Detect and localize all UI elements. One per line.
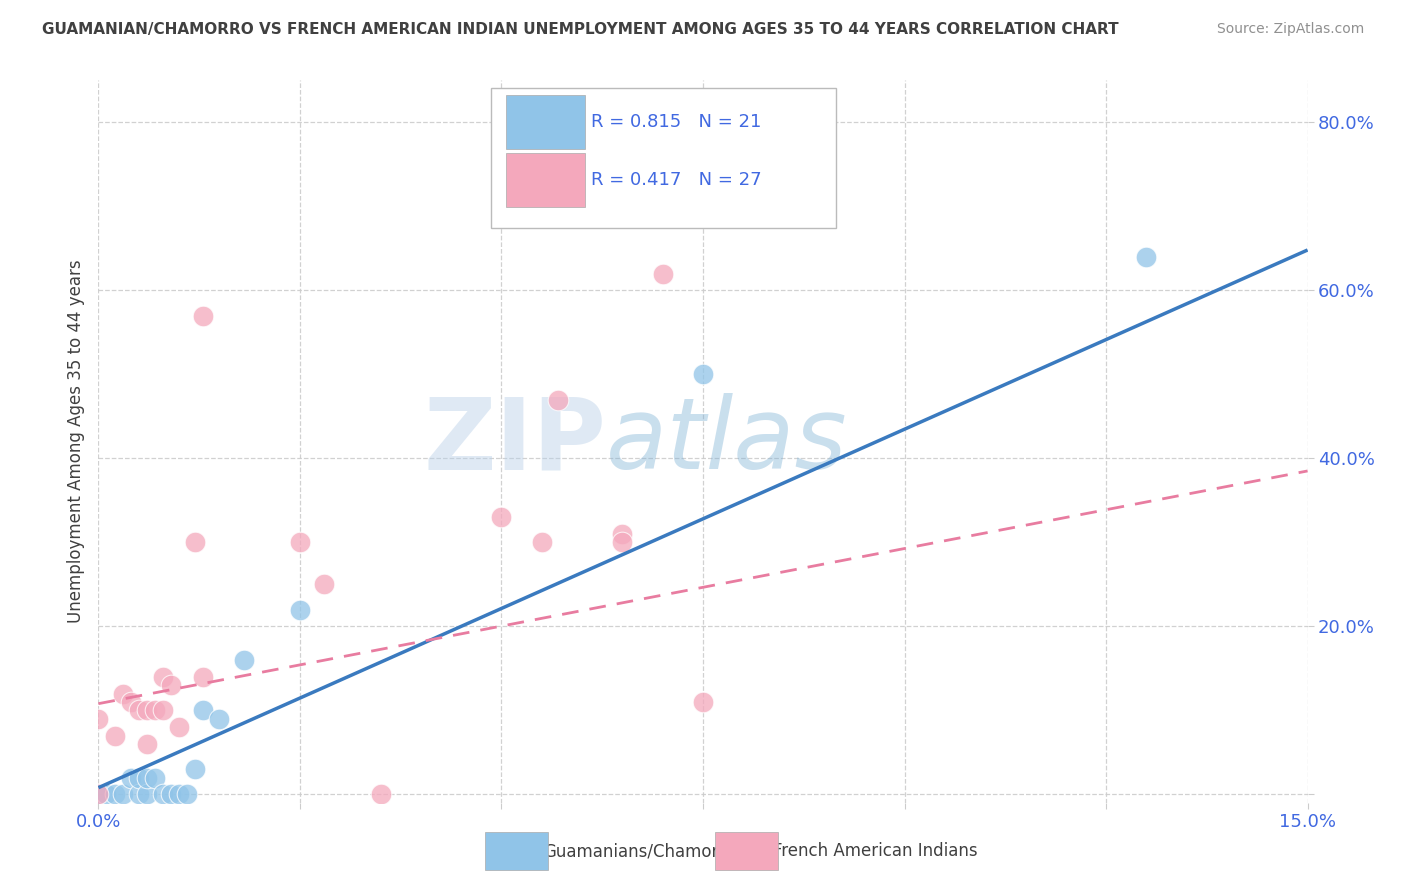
Point <box>160 788 183 802</box>
Point <box>128 788 150 802</box>
Point <box>135 771 157 785</box>
Point <box>152 788 174 802</box>
Point <box>87 788 110 802</box>
Point <box>612 527 634 541</box>
Point <box>111 687 134 701</box>
Point <box>692 368 714 382</box>
Text: R = 0.815   N = 21: R = 0.815 N = 21 <box>591 112 761 131</box>
FancyBboxPatch shape <box>492 87 837 228</box>
Point <box>1135 250 1157 264</box>
Point <box>232 653 254 667</box>
Point <box>135 788 157 802</box>
Text: atlas: atlas <box>606 393 848 490</box>
Point <box>530 535 553 549</box>
Point <box>370 788 392 802</box>
Text: Guamanians/Chamorros: Guamanians/Chamorros <box>543 842 744 860</box>
Text: Source: ZipAtlas.com: Source: ZipAtlas.com <box>1216 22 1364 37</box>
Point <box>692 695 714 709</box>
FancyBboxPatch shape <box>506 153 585 207</box>
Point <box>103 729 125 743</box>
Point <box>160 678 183 692</box>
Point <box>184 535 207 549</box>
Point <box>87 788 110 802</box>
Point <box>193 703 215 717</box>
Text: GUAMANIAN/CHAMORRO VS FRENCH AMERICAN INDIAN UNEMPLOYMENT AMONG AGES 35 TO 44 YE: GUAMANIAN/CHAMORRO VS FRENCH AMERICAN IN… <box>42 22 1119 37</box>
Text: ZIP: ZIP <box>423 393 606 490</box>
Point <box>167 788 190 802</box>
Point <box>111 788 134 802</box>
FancyBboxPatch shape <box>485 832 548 870</box>
Point <box>120 771 142 785</box>
Point <box>547 392 569 407</box>
Point <box>120 695 142 709</box>
Text: French American Indians: French American Indians <box>773 842 977 860</box>
Point <box>193 309 215 323</box>
Point <box>143 771 166 785</box>
Point <box>314 577 336 591</box>
Point <box>612 535 634 549</box>
Point <box>288 535 311 549</box>
Point <box>208 712 231 726</box>
FancyBboxPatch shape <box>716 832 778 870</box>
Point <box>288 602 311 616</box>
Point <box>167 720 190 734</box>
Point <box>152 670 174 684</box>
Point <box>152 703 174 717</box>
Point <box>103 788 125 802</box>
Point <box>96 788 118 802</box>
Point <box>143 703 166 717</box>
Point <box>491 510 513 524</box>
Point <box>135 703 157 717</box>
FancyBboxPatch shape <box>506 95 585 149</box>
Point <box>128 703 150 717</box>
Point <box>176 788 198 802</box>
Y-axis label: Unemployment Among Ages 35 to 44 years: Unemployment Among Ages 35 to 44 years <box>66 260 84 624</box>
Point <box>87 712 110 726</box>
Point <box>651 267 673 281</box>
Point <box>813 199 835 213</box>
Point <box>128 771 150 785</box>
Point <box>193 670 215 684</box>
Point <box>184 762 207 776</box>
Point <box>135 737 157 751</box>
Text: R = 0.417   N = 27: R = 0.417 N = 27 <box>591 170 761 188</box>
